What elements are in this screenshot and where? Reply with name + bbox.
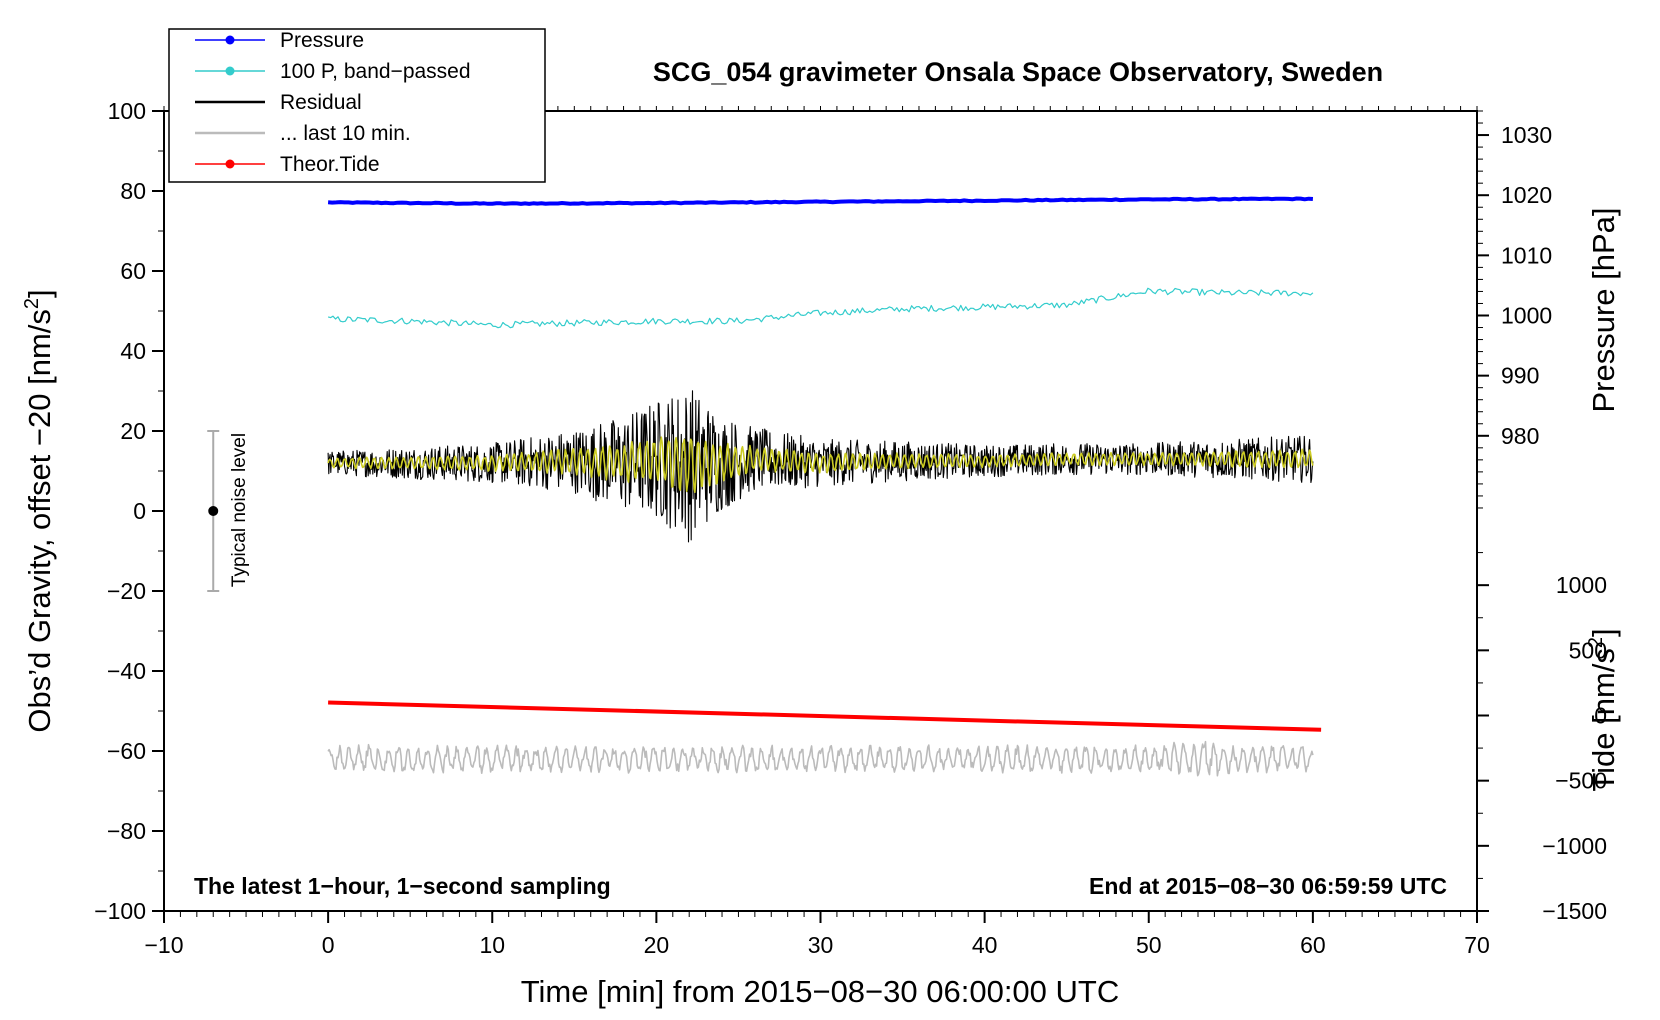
x-axis-title: Time [min] from 2015−08−30 06:00:00 UTC	[521, 974, 1120, 1009]
legend-label: Theor.Tide	[280, 153, 380, 176]
legend-marker	[225, 35, 235, 45]
plot-frame	[163, 110, 1478, 912]
noise-label: Typical noise level	[229, 433, 250, 587]
series-lines-layer	[327, 196, 1322, 777]
pressure-tick-label: 980	[1501, 423, 1539, 449]
x-tick-label: 0	[322, 932, 335, 958]
tide-tick-label: −1000	[1542, 833, 1607, 859]
pressure-tick-label: 1030	[1501, 122, 1552, 148]
y-tick-label: −40	[107, 658, 146, 684]
legend-marker	[225, 159, 235, 169]
note-right: End at 2015−08−30 06:59:59 UTC	[1089, 873, 1447, 899]
legend-label: Residual	[280, 91, 362, 114]
series-line-pressure	[327, 196, 1314, 206]
pressure-axis-title: Pressure [hPa]	[1586, 207, 1621, 412]
x-tick-label: 30	[808, 932, 834, 958]
pressure-tick-label: 1000	[1501, 303, 1552, 329]
y-tick-label: −80	[107, 818, 146, 844]
y-tick-label: −20	[107, 578, 146, 604]
x-tick-label: 70	[1464, 932, 1490, 958]
y-tick-label: 80	[120, 178, 146, 204]
x-tick-label: 20	[644, 932, 670, 958]
y-tick-label: 40	[120, 338, 146, 364]
x-tick-label: −10	[144, 932, 183, 958]
legend-marker	[225, 66, 235, 76]
y-tick-label: −100	[94, 898, 146, 924]
noise-bar-layer: Typical noise level	[207, 430, 250, 592]
legend-label: ... last 10 min.	[280, 122, 411, 145]
axis-ticks-layer: −10 0 10 20 30 40 50 60 70100806040200−20−40−60−…	[94, 98, 1607, 958]
y-tick-label: 20	[120, 418, 146, 444]
tide-tick-label: −1500	[1542, 898, 1607, 924]
y-tick-label: 60	[120, 258, 146, 284]
tide-tick-label: 1000	[1556, 572, 1607, 598]
y-tick-label: 0	[133, 498, 146, 524]
legend: Pressure 100 P, band−passed Residual ... la…	[168, 28, 546, 183]
x-tick-label: 60	[1300, 932, 1326, 958]
pressure-tick-label: 1010	[1501, 242, 1552, 268]
chart-title: SCG_054 gravimeter Onsala Space Observat…	[653, 57, 1383, 87]
series-line-100-p-band-passed	[327, 287, 1314, 329]
pressure-tick-label: 1020	[1501, 182, 1552, 208]
y-axis-title-left-sup: 2	[21, 298, 43, 309]
x-tick-label: 40	[972, 932, 998, 958]
series-line-last-10-min	[327, 740, 1314, 777]
legend-box	[168, 28, 546, 183]
tide-tick-label: 0	[1594, 703, 1607, 729]
y-tick-label: 100	[108, 98, 146, 124]
tide-axis-title: Tide [nm/s2]	[1585, 628, 1621, 791]
tide-axis-title-sup: 2	[1585, 637, 1607, 648]
tide-tick-label: −500	[1555, 768, 1607, 794]
y-axis-title-left: Obs’d Gravity, offset −20 [nm/s2]	[21, 289, 57, 732]
tide-tick-label: 500	[1569, 637, 1607, 663]
x-tick-label: 50	[1136, 932, 1162, 958]
legend-label: 100 P, band−passed	[280, 60, 471, 83]
x-tick-label: 10	[479, 932, 505, 958]
legend-label: Pressure	[280, 29, 364, 52]
residual-smoothed-line	[327, 436, 1314, 494]
note-left: The latest 1−hour, 1−second sampling	[194, 873, 611, 899]
pressure-tick-label: 990	[1501, 363, 1539, 389]
noise-bar-center	[208, 506, 219, 516]
series-line-theor-tide	[328, 700, 1322, 732]
y-tick-label: −60	[107, 738, 146, 764]
